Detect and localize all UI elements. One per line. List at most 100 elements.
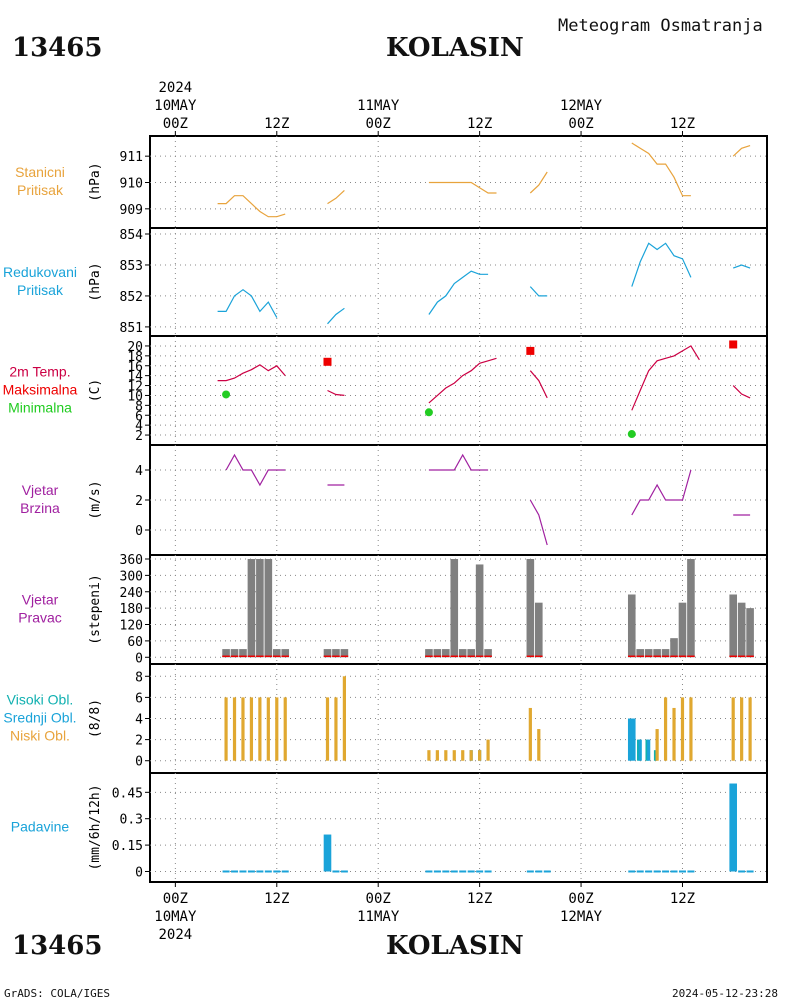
y-tick-label: 0.45 — [112, 786, 143, 801]
wind-direction-bar — [442, 649, 450, 658]
wind-direction-bar — [222, 649, 230, 658]
wind-direction-bar — [467, 649, 475, 658]
panel-label: Minimalna — [8, 400, 72, 416]
y-axis-unit: (m/s) — [88, 480, 103, 519]
y-tick-label: 120 — [120, 619, 143, 634]
time-hour-label: 12Z — [670, 891, 695, 907]
cloud-bar — [469, 750, 473, 761]
series-line — [428, 357, 497, 404]
wind-direction-bar — [458, 649, 467, 658]
series-line — [732, 145, 751, 157]
y-tick-label: 2 — [135, 429, 143, 444]
cloud-bar — [461, 750, 465, 761]
station-name-top: KOLASIN — [386, 33, 524, 63]
cloud-bar — [266, 697, 270, 761]
station-id-bottom: 13465 — [12, 931, 102, 961]
y-tick-label: 4 — [135, 464, 143, 479]
wind-direction-bar — [425, 649, 433, 658]
panel-label: Stanicni — [15, 164, 65, 180]
cloud-bar — [478, 750, 482, 761]
y-tick-label: 911 — [120, 150, 143, 165]
cloud-bar — [241, 697, 245, 761]
y-tick-label: 2 — [135, 734, 143, 749]
y-axis-unit: (C) — [88, 379, 103, 402]
y-tick-label: 14 — [127, 370, 143, 385]
y-tick-label: 910 — [120, 177, 143, 192]
time-hour-label: 00Z — [366, 116, 391, 132]
cloud-bar — [334, 697, 338, 761]
panel-label: Pritisak — [17, 282, 64, 298]
time-date-label: 11MAY — [357, 909, 400, 925]
y-tick-label: 360 — [120, 553, 143, 568]
render-timestamp: 2024-05-12-23:28 — [672, 987, 778, 1000]
cloud-bar — [325, 697, 330, 761]
time-hour-label: 00Z — [163, 891, 188, 907]
cloud-bar — [647, 739, 651, 761]
panel-cloud_cover: 0 2 4 6 8 (8/8) Visoki Obl. Srednji Obl. Niski O… — [3, 663, 768, 774]
wind-direction-bar — [534, 602, 543, 658]
wind-direction-bar — [484, 649, 492, 658]
cloud-bar — [249, 697, 254, 761]
wind-direction-bar — [687, 559, 695, 658]
cloud-bar — [275, 697, 279, 761]
wind-direction-bar — [256, 559, 264, 658]
panel-wind_speed: 0 2 4 (m/s) Vjetar Brzina — [20, 444, 768, 556]
time-date-label: 12MAY — [560, 909, 603, 925]
wind-direction-bar — [678, 602, 687, 658]
panel-label: Niski Obl. — [10, 728, 70, 744]
cloud-bar — [224, 697, 228, 761]
series-line — [327, 189, 345, 205]
y-axis-unit: (8/8) — [88, 699, 103, 738]
grads-credit: GrADS: COLA/IGES — [4, 987, 110, 1000]
y-axis-unit: (stepeni) — [88, 574, 103, 644]
panel-label: Padavine — [11, 819, 70, 835]
panel-label: Maksimalna — [3, 382, 78, 398]
y-tick-label: 8 — [135, 399, 143, 414]
panel-reduced_pressure: 851 852 853 854 (hPa) Redukovani Pritisak — [3, 227, 768, 337]
cloud-bar — [444, 750, 448, 761]
wind-direction-bar — [636, 649, 645, 658]
wind-direction-bar — [433, 649, 442, 658]
wind-direction-bar — [230, 649, 239, 658]
time-axis-layer: 00Z 10MAY 2024 12Z 00Z 11MAY 12Z 00Z 12MAY 12Z 00Z… — [154, 80, 695, 943]
time-hour-label: 12Z — [264, 116, 289, 132]
panel-label: Visoki Obl. — [7, 692, 74, 708]
cloud-bar — [663, 697, 668, 761]
cloud-bar — [486, 739, 490, 761]
wind-direction-bar — [737, 602, 746, 658]
series-line — [217, 288, 278, 318]
station-name-bottom: KOLASIN — [386, 931, 524, 961]
series-line — [428, 181, 497, 194]
wind-direction-bar — [247, 559, 256, 658]
cloud-bar — [689, 697, 693, 761]
y-tick-label: 6 — [135, 691, 143, 706]
time-hour-label: 12Z — [467, 116, 492, 132]
series-line — [428, 453, 489, 471]
panel-label: Vjetar — [22, 592, 59, 608]
wind-direction-bar — [746, 608, 754, 658]
time-date-label: 12MAY — [560, 98, 603, 114]
y-tick-label: 851 — [120, 321, 143, 336]
panel-precipitation: 0 0.15 0.3 0.45 (mm/6h/12h) Padavine — [11, 772, 768, 883]
series-line — [529, 171, 548, 194]
cloud-bar — [627, 718, 636, 761]
series-line — [428, 270, 489, 315]
wind-direction-bar — [729, 594, 737, 658]
panel-station_pressure: 909 910 911 (hPa) Stanicni Pritisak — [15, 135, 768, 229]
series-line — [327, 307, 345, 325]
wind-direction-bar — [450, 559, 459, 658]
y-tick-label: 20 — [127, 340, 143, 355]
series-line — [225, 453, 286, 487]
y-axis-unit: (hPa) — [88, 262, 103, 301]
min-temp-marker — [627, 430, 636, 439]
time-hour-label: 12Z — [264, 891, 289, 907]
y-tick-label: 0 — [135, 865, 143, 880]
cloud-bar — [427, 750, 431, 761]
cloud-bar — [731, 697, 735, 761]
wind-direction-bar — [475, 564, 484, 658]
wind-direction-bar — [340, 649, 349, 658]
wind-direction-bar — [670, 638, 678, 658]
wind-direction-bar — [332, 649, 340, 658]
